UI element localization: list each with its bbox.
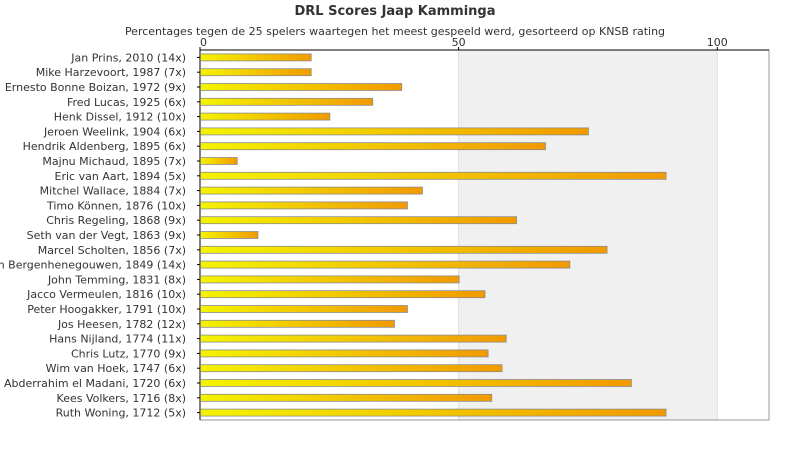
bar: [200, 245, 608, 254]
x-tick-label: 100: [707, 36, 728, 49]
bar: [200, 349, 489, 358]
bar: [200, 231, 259, 239]
category-label: Chris Regeling, 1868 (9x): [46, 214, 186, 227]
category-label: Fred Lucas, 1925 (6x): [67, 96, 186, 109]
category-label: Hendrik Aldenberg, 1895 (6x): [23, 140, 186, 153]
category-label: Mitchel Wallace, 1884 (7x): [40, 185, 186, 198]
bar: [200, 290, 486, 299]
category-label: Jacco Vermeulen, 1816 (10x): [26, 288, 186, 301]
chart-title: DRL Scores Jaap Kamminga: [294, 4, 496, 19]
chart-subtitle: Percentages tegen de 25 spelers waartege…: [124, 25, 666, 38]
bar: [200, 334, 507, 343]
bar: [200, 53, 312, 62]
category-label: Kees Volkers, 1716 (8x): [57, 392, 186, 405]
category-label: Eric van Aart, 1894 (5x): [55, 170, 186, 183]
category-label: John Temming, 1831 (8x): [47, 273, 186, 286]
bar: [200, 201, 408, 210]
bar: [200, 275, 460, 284]
category-label: Jan Bergenhenegouwen, 1849 (14x): [0, 259, 186, 272]
category-label: Abderrahim el Madani, 1720 (6x): [4, 377, 186, 390]
x-tick-label: 50: [452, 36, 466, 49]
bar: [200, 364, 503, 373]
bar: [200, 305, 408, 313]
bar: [200, 112, 331, 121]
category-label: Henk Dissel, 1912 (10x): [54, 111, 186, 124]
category-label: Timo Können, 1876 (10x): [46, 199, 186, 212]
category-label: Jos Heesen, 1782 (12x): [57, 318, 186, 331]
bar: [200, 319, 395, 328]
bar: [200, 68, 312, 77]
category-label: Peter Hoogakker, 1791 (10x): [27, 303, 186, 316]
bar: [200, 216, 517, 225]
bar: [200, 379, 632, 387]
category-label: Seth van der Vegt, 1863 (9x): [27, 229, 186, 242]
category-label: Jan Prins, 2010 (14x): [70, 51, 186, 64]
bar: [200, 127, 589, 136]
grid-band: [458, 50, 718, 420]
category-label: Majnu Michaud, 1895 (7x): [42, 155, 186, 168]
bar: [200, 260, 571, 269]
bar: [200, 97, 374, 106]
category-label: Ruth Woning, 1712 (5x): [56, 407, 186, 420]
bar: [200, 408, 667, 417]
category-label: Marcel Scholten, 1856 (7x): [38, 244, 186, 257]
x-tick-label: 0: [200, 36, 207, 49]
category-label: Jeroen Weelink, 1904 (6x): [43, 125, 186, 138]
bar: [200, 171, 667, 180]
bar: [200, 157, 238, 165]
bar: [200, 186, 423, 195]
bar: [200, 142, 546, 151]
category-label: Mike Harzevoort, 1987 (7x): [36, 66, 186, 79]
bar: [200, 83, 403, 91]
category-label: Wim van Hoek, 1747 (6x): [46, 362, 186, 375]
category-label: Chris Lutz, 1770 (9x): [71, 347, 186, 360]
bar: [200, 393, 493, 402]
category-label: Ernesto Bonne Boizan, 1972 (9x): [5, 81, 186, 94]
category-label: Hans Nijland, 1774 (11x): [49, 333, 186, 346]
